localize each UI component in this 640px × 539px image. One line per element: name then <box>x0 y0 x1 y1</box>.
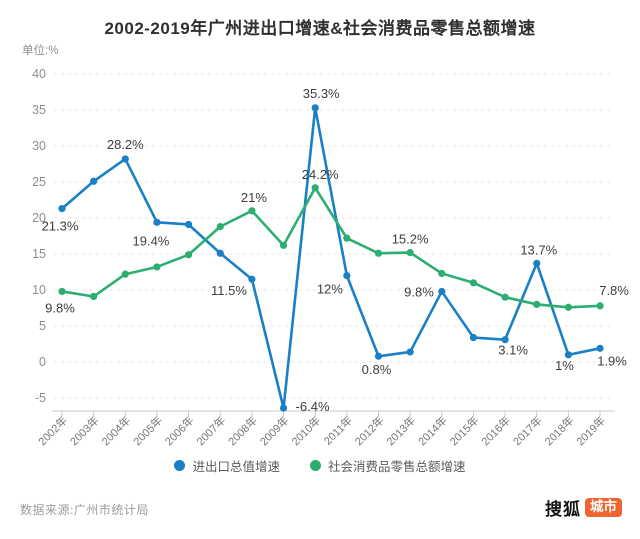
y-axis-tick-label: 25 <box>32 175 46 189</box>
y-axis-tick-label: 30 <box>32 139 46 153</box>
legend-dot-blue-icon <box>174 460 186 471</box>
data-point <box>216 223 224 231</box>
data-point <box>596 344 604 352</box>
data-point <box>185 220 193 229</box>
data-point <box>596 302 604 310</box>
x-axis-label: 2003年 <box>67 413 102 448</box>
y-axis-tick-label: 35 <box>32 103 46 117</box>
x-axis-label: 2009年 <box>257 413 292 448</box>
x-axis-label: 2017年 <box>510 413 545 448</box>
data-point <box>406 348 414 356</box>
data-point <box>469 279 478 287</box>
x-axis-label: 2019年 <box>573 413 608 448</box>
y-axis-tick-label: 40 <box>32 67 46 81</box>
data-point-label: 21.3% <box>42 219 79 234</box>
x-axis-label: 2010年 <box>288 413 323 448</box>
data-point <box>469 333 478 342</box>
data-point <box>311 104 319 112</box>
data-point <box>564 351 573 359</box>
x-axis-label: 2018年 <box>542 413 577 448</box>
data-point-label: 1.9% <box>597 353 627 368</box>
data-point-label: -6.4% <box>296 399 330 414</box>
data-point-label: 35.3% <box>303 86 340 101</box>
data-point-label: 21% <box>241 190 267 205</box>
data-point-label: 1% <box>555 358 574 373</box>
x-axis-label: 2015年 <box>447 413 482 448</box>
x-axis-label: 2014年 <box>415 413 450 448</box>
legend-dot-green-icon <box>310 460 321 471</box>
city-logo-badge: 城市 <box>585 498 622 517</box>
x-axis-label: 2007年 <box>193 413 228 448</box>
legend-label: 进出口总值增速 <box>192 460 280 474</box>
data-point <box>153 263 161 271</box>
data-point-label: 3.1% <box>498 343 528 358</box>
x-axis-label: 2006年 <box>162 413 197 448</box>
data-point <box>58 287 66 296</box>
data-point <box>343 234 351 242</box>
data-point-label: 11.5% <box>211 283 247 298</box>
data-point <box>311 184 319 192</box>
sohu-city-logo: 搜狐 城市 <box>545 495 622 520</box>
legend-item-imports-exports[interactable]: 进出口总值增速 <box>174 456 280 475</box>
x-axis-label: 2011年 <box>321 413 355 447</box>
data-point <box>343 272 351 280</box>
data-point-label: 15.2% <box>392 232 429 247</box>
data-point <box>153 218 161 226</box>
legend-item-retail-sales[interactable]: 社会消费品零售总额增速 <box>310 456 466 475</box>
y-axis-tick-label: 5 <box>39 319 46 333</box>
x-axis-label: 2002年 <box>35 413 70 448</box>
legend-label: 社会消费品零售总额增速 <box>328 460 466 474</box>
data-point-label: 28.2% <box>107 137 144 152</box>
unit-label: 单位:% <box>22 45 59 57</box>
data-point <box>90 177 98 185</box>
data-point <box>501 336 509 344</box>
data-point-label: 7.8% <box>599 283 629 298</box>
series-line-0 <box>60 106 602 410</box>
y-axis-tick-label: 15 <box>32 247 46 261</box>
data-point <box>121 155 129 163</box>
data-point <box>374 352 383 360</box>
data-source-note: 数据来源:广州市统计局 <box>20 503 149 517</box>
x-axis-label: 2005年 <box>130 413 165 448</box>
data-point-label: 9.8% <box>45 300 75 315</box>
y-axis-tick-label: -5 <box>35 391 46 405</box>
data-point <box>248 207 256 215</box>
line-chart-plot: 4035302520151050-52002年2003年2004年2005年20… <box>32 67 629 448</box>
y-axis-tick-label: 20 <box>32 211 46 225</box>
data-point <box>406 248 414 257</box>
data-point <box>279 241 288 249</box>
y-axis-tick-label: 0 <box>39 355 46 369</box>
data-point <box>58 205 66 213</box>
data-point <box>501 293 509 301</box>
data-point <box>533 259 541 267</box>
data-point <box>90 292 98 301</box>
data-point <box>121 270 129 278</box>
x-axis-label: 2016年 <box>478 413 513 448</box>
series-line-1 <box>60 186 602 309</box>
data-point-label: 24.2% <box>302 167 339 182</box>
data-point <box>438 287 446 296</box>
chart-title: 2002-2019年广州进出口增速&社会消费品零售总额增速 <box>104 19 536 38</box>
y-axis-tick-label: 10 <box>32 283 46 297</box>
chart-legend: 进出口总值增速 社会消费品零售总额增速 <box>0 456 640 475</box>
sohu-logo-text: 搜狐 <box>545 500 581 519</box>
data-point <box>533 300 541 308</box>
x-axis-label: 2013年 <box>383 413 418 448</box>
data-point-label: 0.8% <box>362 362 392 377</box>
data-point <box>564 303 573 311</box>
data-point-label: 9.8% <box>404 284 434 299</box>
data-point <box>279 404 288 412</box>
x-axis-label: 2004年 <box>98 413 133 448</box>
data-point <box>374 249 383 257</box>
x-axis-label: 2012年 <box>352 413 387 448</box>
data-point <box>185 251 193 259</box>
data-point <box>216 249 224 257</box>
data-point <box>438 269 446 278</box>
data-point-label: 19.4% <box>133 233 170 248</box>
data-point-label: 12% <box>317 282 343 297</box>
data-point <box>248 275 256 283</box>
x-axis-label: 2008年 <box>225 413 260 448</box>
data-point-label: 13.7% <box>520 242 557 257</box>
